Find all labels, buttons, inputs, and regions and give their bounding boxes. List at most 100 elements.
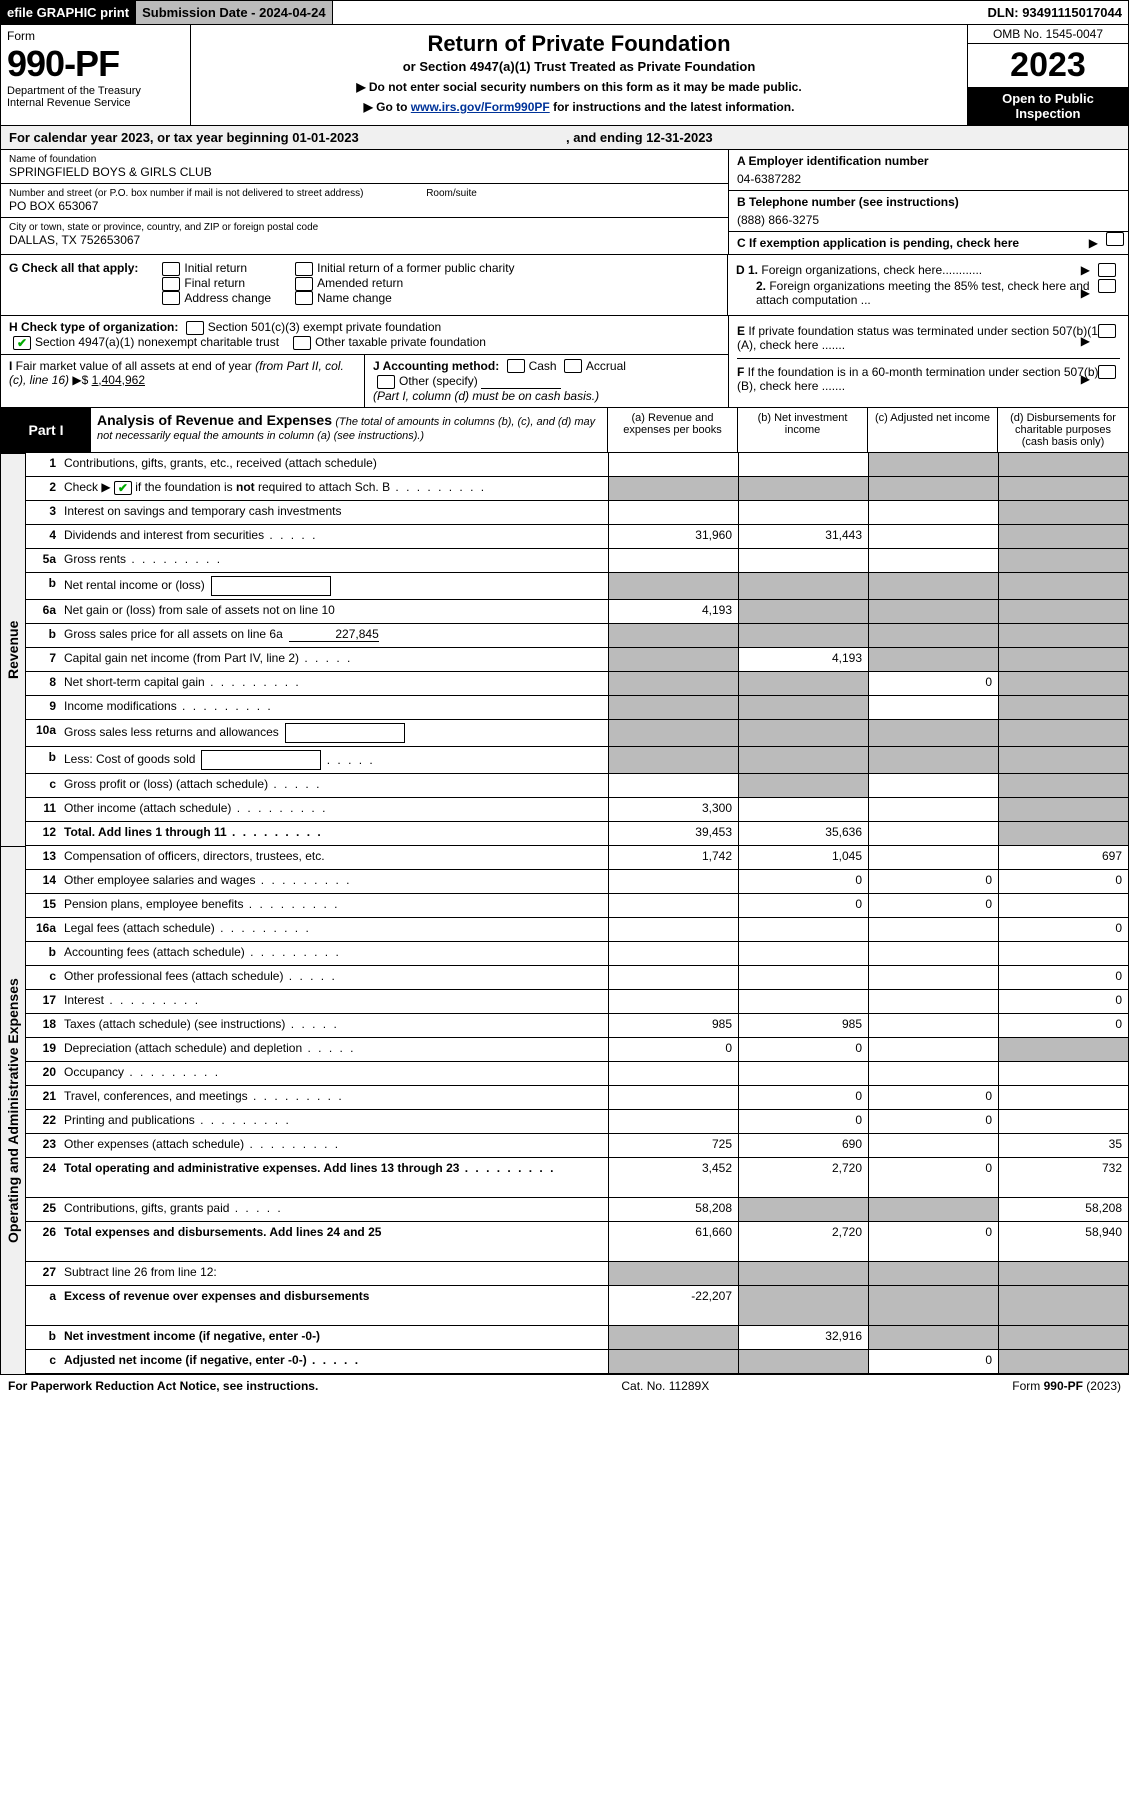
cell <box>868 453 998 476</box>
cell: 58,208 <box>608 1198 738 1221</box>
table-row: 1Contributions, gifts, grants, etc., rec… <box>26 453 1129 477</box>
h-other-chk[interactable] <box>293 336 311 350</box>
line-desc: Total expenses and disbursements. Add li… <box>62 1222 608 1261</box>
form-number: 990-PF <box>7 43 184 85</box>
table-row: cOther professional fees (attach schedul… <box>26 966 1129 990</box>
table-row: 16aLegal fees (attach schedule)0 <box>26 918 1129 942</box>
cell: 985 <box>738 1014 868 1037</box>
room-label: Room/suite <box>426 188 477 199</box>
cell <box>998 1262 1128 1285</box>
topbar-spacer <box>333 1 982 24</box>
g-initial-return-chk[interactable] <box>162 262 180 276</box>
cell <box>608 453 738 476</box>
g-initial-former-chk[interactable] <box>295 262 313 276</box>
line-number: 20 <box>26 1062 62 1085</box>
h-4947-chk[interactable]: ✔ <box>13 336 31 350</box>
cell <box>868 720 998 746</box>
j-oth: Other (specify) <box>399 375 478 389</box>
foundation-name: SPRINGFIELD BOYS & GIRLS CLUB <box>9 165 720 179</box>
ein-value: 04-6387282 <box>737 172 1120 186</box>
footer-mid: Cat. No. 11289X <box>318 1379 1012 1393</box>
table-row: 10aGross sales less returns and allowanc… <box>26 720 1129 747</box>
cell <box>608 774 738 797</box>
line-number: 7 <box>26 648 62 671</box>
line-desc: Interest <box>62 990 608 1013</box>
line-number: 13 <box>26 846 62 869</box>
phone-label: B Telephone number (see instructions) <box>737 195 1120 209</box>
line-desc: Gross sales less returns and allowances <box>62 720 608 746</box>
g-final-return-chk[interactable] <box>162 277 180 291</box>
schb-checkbox[interactable]: ✔ <box>114 481 132 495</box>
cell <box>738 696 868 719</box>
j-cash-chk[interactable] <box>507 359 525 373</box>
f-checkbox[interactable] <box>1098 365 1116 379</box>
cell: 0 <box>998 1014 1128 1037</box>
cell <box>868 822 998 845</box>
cell: 32,916 <box>738 1326 868 1349</box>
g-name-change-chk[interactable] <box>295 291 313 305</box>
note2-pre: ▶ Go to <box>364 100 411 114</box>
form-header: Form 990-PF Department of the Treasury I… <box>0 25 1129 126</box>
cell <box>998 1110 1128 1133</box>
cell <box>608 894 738 917</box>
ein-row: A Employer identification number 04-6387… <box>729 150 1128 191</box>
cell: 0 <box>608 1038 738 1061</box>
cell <box>608 477 738 500</box>
g-address-change-chk[interactable] <box>162 291 180 305</box>
line-number: b <box>26 942 62 965</box>
cell <box>868 1326 998 1349</box>
line-desc: Total. Add lines 1 through 11 <box>62 822 608 845</box>
cell <box>738 477 868 500</box>
line-number: b <box>26 1326 62 1349</box>
line-number: c <box>26 774 62 797</box>
cell <box>998 774 1128 797</box>
cell <box>998 600 1128 623</box>
table-row: 17Interest0 <box>26 990 1129 1014</box>
line-number: 1 <box>26 453 62 476</box>
cell: 3,452 <box>608 1158 738 1197</box>
cell <box>738 453 868 476</box>
cell <box>738 1262 868 1285</box>
line-desc: Taxes (attach schedule) (see instruction… <box>62 1014 608 1037</box>
j-accrual-chk[interactable] <box>564 359 582 373</box>
line-number: c <box>26 966 62 989</box>
d2-checkbox[interactable] <box>1098 279 1116 293</box>
line-desc: Other expenses (attach schedule) <box>62 1134 608 1157</box>
form-label: Form <box>7 29 184 43</box>
j-other-chk[interactable] <box>377 375 395 389</box>
table-row: 2Check ▶ ✔ if the foundation is not requ… <box>26 477 1129 501</box>
cell <box>998 1286 1128 1325</box>
cell: 0 <box>868 1158 998 1197</box>
cell: 58,208 <box>998 1198 1128 1221</box>
cell: 0 <box>868 870 998 893</box>
line-desc: Excess of revenue over expenses and disb… <box>62 1286 608 1325</box>
g-amended-chk[interactable] <box>295 277 313 291</box>
line-desc: Net short-term capital gain <box>62 672 608 695</box>
j-acc: Accrual <box>586 359 626 373</box>
line-desc: Check ▶ ✔ if the foundation is not requi… <box>62 477 608 500</box>
line-number: 6a <box>26 600 62 623</box>
cell <box>998 798 1128 821</box>
e-checkbox[interactable] <box>1098 324 1116 338</box>
cell <box>608 1110 738 1133</box>
table-row: 23Other expenses (attach schedule)725690… <box>26 1134 1129 1158</box>
cell <box>738 918 868 941</box>
cell <box>868 798 998 821</box>
line-desc: Depreciation (attach schedule) and deple… <box>62 1038 608 1061</box>
cell <box>738 600 868 623</box>
cell <box>608 870 738 893</box>
d1-checkbox[interactable] <box>1098 263 1116 277</box>
h-501c3-chk[interactable] <box>186 321 204 335</box>
cell <box>868 600 998 623</box>
cell <box>608 966 738 989</box>
cell <box>868 918 998 941</box>
instructions-link[interactable]: www.irs.gov/Form990PF <box>411 100 550 114</box>
cell <box>608 1086 738 1109</box>
city-label: City or town, state or province, country… <box>9 222 720 233</box>
cell <box>868 942 998 965</box>
part1-label: Part I <box>1 408 91 452</box>
c-checkbox[interactable] <box>1106 232 1124 246</box>
cell <box>868 1062 998 1085</box>
table-row: 15Pension plans, employee benefits00 <box>26 894 1129 918</box>
cell <box>608 1350 738 1373</box>
